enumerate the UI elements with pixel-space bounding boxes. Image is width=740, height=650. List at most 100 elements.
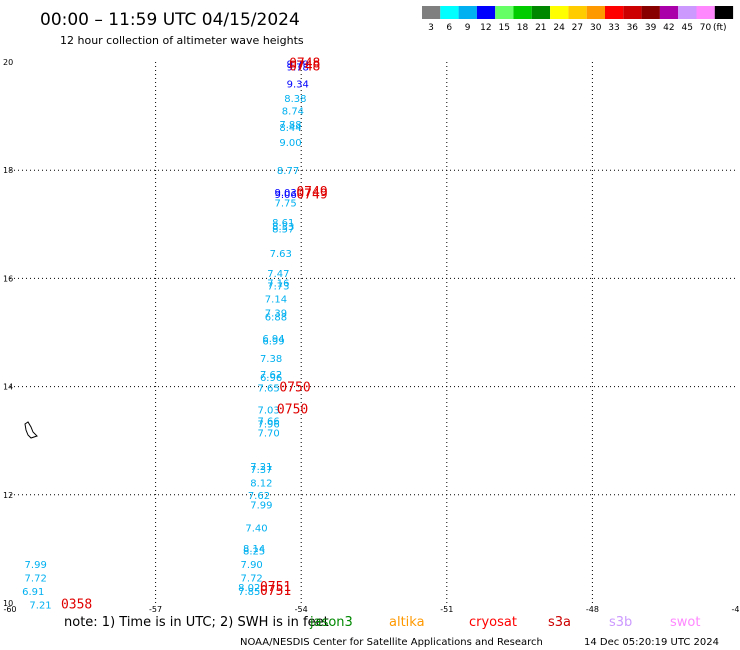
footer-credit: NOAA/NESDIS Center for Satellite Applica… xyxy=(240,637,543,648)
wave-height-label: 7.37 xyxy=(250,465,272,476)
wave-height-label: 7.21 xyxy=(250,462,272,473)
legend-label: 24 xyxy=(553,23,565,33)
wave-height-label: 7.70 xyxy=(258,429,280,440)
wave-height-label: 7.62 xyxy=(248,491,270,502)
satellite-label: altika xyxy=(389,615,425,630)
legend-swatch xyxy=(659,6,679,19)
wave-height-label: 7.66 xyxy=(258,417,280,428)
legend-label: 21 xyxy=(535,23,546,33)
satellite-label: jason3 xyxy=(309,615,353,630)
wave-height-label: 7.85 xyxy=(238,587,260,598)
time-label: 0751 xyxy=(260,580,291,595)
time-label: 0751 xyxy=(260,584,291,599)
wave-height-label: 7.72 xyxy=(241,574,263,585)
footer-timestamp: 14 Dec 05:20:19 UTC 2024 xyxy=(584,637,719,648)
satellite-label: s3b xyxy=(609,615,632,630)
legend-label: 30 xyxy=(590,23,602,33)
time-label: 0750 xyxy=(279,381,310,396)
x-tick-label: -60 xyxy=(3,605,16,614)
legend-label: 12 xyxy=(480,23,491,33)
wave-height-label: 7.40 xyxy=(245,523,267,534)
wave-height-label: 7.73 xyxy=(267,281,289,292)
wave-height-label: 7.62 xyxy=(260,370,282,381)
y-tick-label: 10 xyxy=(3,599,13,608)
wave-height-label: 7.38 xyxy=(260,354,282,365)
satellite-label: cryosat xyxy=(469,615,517,630)
wave-height-label: 7.39 xyxy=(265,308,287,319)
wave-height-label: 8.77 xyxy=(277,166,299,177)
legend-unit: (ft) xyxy=(713,23,727,33)
time-label: 0749 xyxy=(296,185,327,200)
legend-label: 9 xyxy=(465,23,471,33)
wave-height-label: 8.61 xyxy=(272,218,294,229)
legend-label: 18 xyxy=(517,23,529,33)
wave-height-label: 6.94 xyxy=(262,334,284,345)
satellite-label: swot xyxy=(670,615,700,630)
wave-height-label: 7.99 xyxy=(25,560,47,571)
wave-height-label: 9.03 xyxy=(275,188,297,199)
legend-swatch xyxy=(696,6,715,19)
axis-tick-labels: -60 -57 -54 -51 -48 -45 20 18 16 14 12 10 xyxy=(3,58,740,614)
legend-swatch xyxy=(422,6,441,19)
legend-swatch xyxy=(440,6,459,19)
wave-height-label: 6.88 xyxy=(265,312,287,323)
satellite-label: s3a xyxy=(548,615,571,630)
wave-height-label: 8.44 xyxy=(279,123,301,134)
legend-swatch xyxy=(495,6,514,19)
wave-height-label: 8.12 xyxy=(250,478,272,489)
legend-swatch xyxy=(605,6,624,19)
legend-swatch xyxy=(714,6,734,19)
wave-height-label: 7.03 xyxy=(258,405,280,416)
wave-height-label: 8.38 xyxy=(284,94,306,105)
y-tick-label: 16 xyxy=(3,274,13,283)
island-outline xyxy=(24,421,38,439)
legend-swatch xyxy=(476,6,496,19)
chart-subtitle: 12 hour collection of altimeter wave hei… xyxy=(60,34,304,47)
wave-height-label: 9.34 xyxy=(287,80,309,91)
wave-height-label: 7.75 xyxy=(275,199,297,210)
wave-height-label: 7.96 xyxy=(258,419,280,430)
x-tick-label: -45 xyxy=(731,605,740,614)
wave-height-label: 7.88 xyxy=(279,120,301,131)
legend-swatch xyxy=(531,6,551,19)
x-tick-label: -51 xyxy=(440,605,453,614)
wave-height-label: 7.99 xyxy=(250,501,272,512)
legend-swatch xyxy=(678,6,697,19)
wave-height-label: 7.65 xyxy=(258,384,280,395)
wave-height-label: 8.57 xyxy=(272,225,294,236)
wave-height-label: 7.63 xyxy=(270,249,292,260)
wave-height-label: 9.06 xyxy=(275,190,297,201)
satellite-legend: jason3 altika cryosat s3a s3b swot xyxy=(309,615,700,630)
legend-label: 6 xyxy=(446,23,452,33)
time-label: 0358 xyxy=(61,598,92,613)
wave-height-label: 9.79 xyxy=(287,60,309,71)
data-marks: 9.799.78 9.34 8.38 8.74 7.888.44 9.00 8.77 9.03… xyxy=(22,57,328,613)
y-tick-label: 18 xyxy=(3,166,13,175)
legend-label: 42 xyxy=(663,23,674,33)
legend-swatch xyxy=(550,6,569,19)
wave-height-label: 6.91 xyxy=(22,587,44,598)
wave-height-label: 6.99 xyxy=(262,337,284,348)
legend-label: 36 xyxy=(627,23,639,33)
wave-height-label: 8.25 xyxy=(243,547,265,558)
x-tick-label: -48 xyxy=(586,605,599,614)
time-label: 0748 xyxy=(289,59,320,74)
time-label: 0748 xyxy=(289,57,320,72)
legend-swatch xyxy=(458,6,477,19)
wave-height-label: 8.33 xyxy=(272,222,294,233)
x-tick-label: -54 xyxy=(295,605,308,614)
legend-label: 3 xyxy=(428,23,434,33)
legend-label: 39 xyxy=(645,23,657,33)
wave-height-label: 8.02 xyxy=(238,583,260,594)
wave-height-label: 7.72 xyxy=(25,574,47,585)
legend-swatch xyxy=(641,6,660,19)
time-label: 0750 xyxy=(277,402,308,417)
legend-label: 33 xyxy=(608,23,619,33)
y-tick-label: 12 xyxy=(3,491,13,500)
legend-label: 70 xyxy=(700,23,712,33)
wave-height-label: 9.00 xyxy=(279,138,301,149)
grid-lines xyxy=(10,62,738,603)
legend-swatch xyxy=(586,6,605,19)
legend-swatch xyxy=(623,6,642,19)
